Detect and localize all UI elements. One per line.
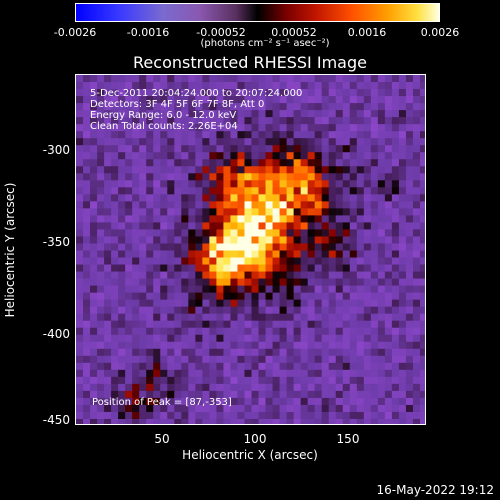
x-tick-label: 50 <box>154 432 170 446</box>
x-tick-label: 100 <box>243 432 267 446</box>
colorbar-units: (photons cm⁻² s⁻¹ asec⁻²) <box>200 38 330 49</box>
colorbar-tick: 0.0026 <box>420 26 460 39</box>
x-tick-label: 150 <box>336 432 360 446</box>
colorbar-tick: -0.00052 <box>196 26 246 39</box>
info-time: 5-Dec-2011 20:04:24.000 to 20:07:24.000 <box>90 88 303 99</box>
image-plot: 5-Dec-2011 20:04:24.000 to 20:07:24.000 … <box>75 74 426 425</box>
colorbar-tick: 0.0016 <box>347 26 387 39</box>
colorbar-tick: -0.0026 <box>53 26 97 39</box>
y-tick-label: -450 <box>42 413 70 427</box>
info-detectors: Detectors: 3F 4F 5F 6F 7F 8F, Att 0 <box>90 99 265 110</box>
colorbar-gradient <box>76 4 439 21</box>
info-method: Clean Total counts: 2.26E+04 <box>90 121 238 132</box>
plot-datestamp: 16-May-2022 19:12 <box>376 483 494 497</box>
colorbar-tick: -0.0016 <box>126 26 170 39</box>
y-tick-label: -350 <box>42 235 70 249</box>
rhessi-map <box>76 75 425 424</box>
plot-title: Reconstructed RHESSI Image <box>133 53 367 72</box>
y-axis-label: Heliocentric Y (arcsec) <box>3 182 17 318</box>
peak-position-label: Position of Peak = [87,-353] <box>92 397 232 408</box>
colorbar-tick: 0.00052 <box>271 26 317 39</box>
y-tick-label: -400 <box>42 327 70 341</box>
x-axis-label: Heliocentric X (arcsec) <box>182 448 318 462</box>
colorbar <box>75 3 440 22</box>
y-tick-label: -300 <box>42 143 70 157</box>
info-energy: Energy Range: 6.0 - 12.0 keV <box>90 110 237 121</box>
